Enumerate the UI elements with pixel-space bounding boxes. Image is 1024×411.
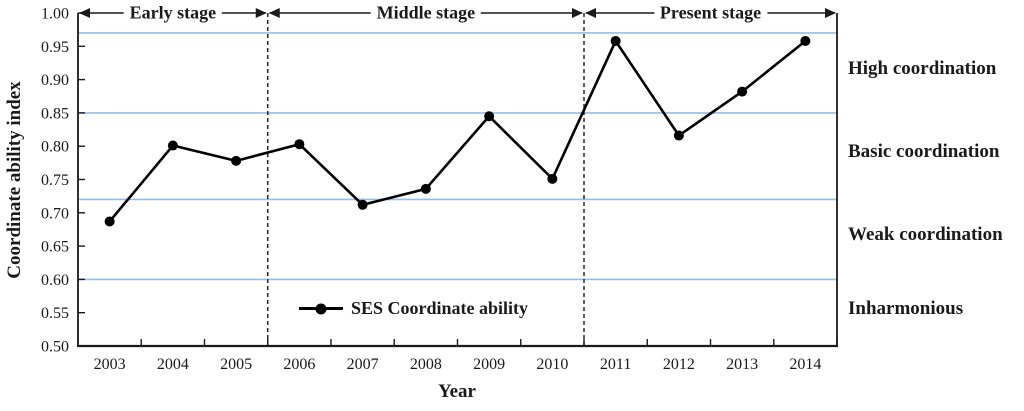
y-tick-label: 0.85: [41, 105, 69, 122]
stage-arrow-right-head-icon: [572, 8, 583, 18]
data-point-marker: [610, 35, 621, 46]
stage-arrow-left-head-icon: [585, 8, 596, 18]
x-tick-label: 2013: [726, 356, 758, 373]
x-tick-label: 2010: [536, 356, 568, 373]
y-tick-label: 0.95: [41, 39, 69, 56]
data-point-marker: [673, 130, 684, 141]
y-tick-label: 0.90: [41, 72, 69, 89]
legend: SES Coordinate ability: [299, 298, 528, 319]
data-point-marker: [420, 183, 431, 194]
stage-arrow-left-head-icon: [268, 8, 280, 18]
x-tick-label: 2011: [600, 356, 631, 373]
region-label-1: Basic coordination: [848, 141, 1000, 163]
x-tick-label: 2012: [663, 356, 695, 373]
region-label-2: Weak coordination: [848, 224, 1003, 246]
stage-label-0: Early stage: [123, 2, 223, 24]
stage-arrow-right-head-icon: [255, 8, 267, 18]
y-tick-label: 0.55: [41, 305, 69, 322]
x-tick-label: 2005: [220, 356, 252, 373]
data-point-marker: [104, 216, 115, 227]
data-point-marker: [547, 173, 558, 184]
data-point-marker: [484, 111, 495, 122]
data-point-marker: [800, 35, 811, 46]
x-tick-label: 2014: [789, 356, 821, 373]
y-tick-label: 0.70: [41, 205, 69, 222]
data-point-marker: [737, 86, 748, 97]
region-label-3: Inharmonious: [848, 297, 964, 319]
y-tick-label: 0.75: [41, 172, 69, 189]
y-tick-label: 0.60: [41, 272, 69, 289]
legend-line-marker-icon: [299, 303, 343, 314]
y-axis-title: Coordinate ability index: [4, 81, 25, 279]
legend-label: SES Coordinate ability: [351, 298, 529, 318]
y-tick-label: 0.80: [41, 139, 69, 156]
data-point-marker: [357, 199, 368, 210]
stage-label-2: Present stage: [653, 2, 768, 24]
y-tick-label: 1.00: [41, 6, 69, 23]
x-tick-label: 2007: [347, 356, 379, 373]
x-tick-label: 2006: [283, 356, 315, 373]
stage-label-1: Middle stage: [370, 2, 482, 24]
region-label-0: High coordination: [848, 57, 997, 79]
x-tick-label: 2004: [157, 356, 189, 373]
x-tick-label: 2003: [94, 356, 126, 373]
data-point-marker: [231, 155, 242, 166]
series-line: [108, 39, 807, 223]
y-tick-label: 0.65: [41, 239, 69, 256]
data-point-marker: [294, 139, 305, 150]
x-axis-title: Year: [438, 381, 476, 402]
x-tick-label: 2008: [410, 356, 442, 373]
y-tick-label: 0.50: [41, 339, 69, 356]
legend-dot-icon: [315, 303, 327, 314]
stage-arrow-right-head-icon: [825, 8, 836, 18]
x-tick-label: 2009: [473, 356, 505, 373]
data-point-marker: [167, 140, 178, 151]
